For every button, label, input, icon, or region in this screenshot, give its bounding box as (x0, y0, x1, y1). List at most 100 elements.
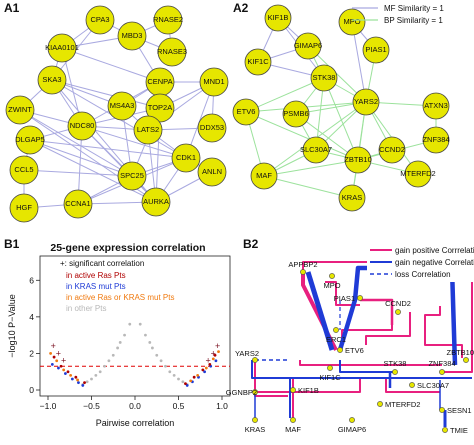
edge-pos (424, 306, 463, 358)
node-circle (117, 21, 147, 51)
panel-b2: B2 (226, 237, 474, 435)
a2-node-znf384: ZNF384 (422, 126, 450, 154)
point-ras (213, 353, 217, 357)
point-sig: + (211, 348, 216, 358)
a1-node-top2a: TOP2A (145, 93, 175, 123)
node-label: DLGAP5 (15, 135, 45, 144)
a1-node-anln: ANLN (197, 157, 227, 187)
node-dot (439, 369, 445, 375)
node-dot (252, 417, 258, 423)
b2-legend: gain positive Corrrelation gain negative… (367, 244, 474, 282)
point-sig: + (215, 341, 220, 351)
point-other (103, 364, 106, 368)
point-either (49, 352, 53, 355)
point-ras (201, 368, 205, 372)
edge-neg (339, 360, 395, 373)
b2-node-znf384: ZNF384 (428, 359, 456, 375)
node-circle (362, 36, 390, 64)
node-label: MAF (256, 171, 272, 180)
node-label: YARS2 (235, 349, 259, 358)
a2-node-mpo: MPO (338, 8, 366, 36)
legend-ras: in active Ras Pts (66, 271, 126, 280)
node-circle (264, 4, 292, 32)
a1-node-mbd3: MBD3 (117, 21, 147, 51)
node-label: MND1 (203, 77, 224, 86)
node-circle (404, 160, 432, 188)
point-either (211, 357, 215, 361)
x-tick-label: 1.0 (216, 401, 228, 411)
chart-title: 25-gene expression correlation (50, 242, 205, 254)
point-ras (74, 375, 78, 379)
a2-node-atxn3: ATXN3 (422, 92, 450, 120)
node-label: PIAS1 (334, 294, 355, 303)
b2-node-yars2: YARS2 (235, 349, 259, 363)
node-label: MS4A3 (110, 101, 135, 110)
node-label: TMIE (450, 426, 468, 435)
node-circle (197, 157, 227, 187)
point-either (217, 350, 220, 353)
node-dot (333, 327, 339, 333)
node-dot (329, 273, 335, 279)
node-circle (67, 111, 97, 141)
node-label: GGNBP2 (226, 388, 257, 397)
a2-edge-bp (245, 77, 325, 113)
node-label: PIAS1 (365, 45, 386, 54)
node-label: KIF1B (298, 386, 319, 395)
node-circle (37, 65, 67, 95)
a2-node-maf: MAF (250, 162, 278, 190)
a2-node-zbtb10: ZBTB10 (344, 146, 372, 174)
node-label: CPA3 (90, 15, 109, 24)
node-circle (422, 126, 450, 154)
a2-node-kif1c: KIF1C (244, 48, 272, 76)
point-kras (214, 359, 218, 363)
panel-b1: B1 25-gene expression correlation +: sig… (4, 237, 231, 428)
legend-other: in other Pts (66, 304, 106, 313)
point-kras (185, 384, 189, 387)
a1-node-ccl5: CCL5 (9, 155, 39, 185)
point-ras (52, 355, 56, 359)
b2-node-pias1: PIAS1 (334, 294, 363, 303)
node-label: CCNA1 (65, 199, 90, 208)
node-circle (145, 93, 175, 123)
edge-pos (442, 262, 473, 373)
b2-node-zbtb10: ZBTB10 (446, 348, 474, 363)
x-axis-label: Pairwise correlation (96, 418, 175, 428)
b2-node-gimap6: GIMAP6 (338, 417, 366, 434)
edge-pos (360, 298, 394, 325)
node-dot (439, 407, 445, 413)
a1-node-dlgap5: DLGAP5 (15, 125, 45, 155)
point-kras (77, 381, 80, 385)
node-dot (377, 401, 383, 407)
point-other (144, 333, 147, 337)
node-label: ETV6 (345, 346, 364, 355)
node-label: KIF1B (268, 13, 289, 22)
node-label: CCND2 (385, 299, 411, 308)
node-label: GIMAP6 (294, 41, 322, 50)
node-label: KRAS (245, 425, 265, 434)
a1-node-rnase3: RNASE3 (157, 37, 187, 67)
node-label: KIF1C (319, 373, 341, 382)
b2-node-erc1: ERC1 (326, 327, 346, 344)
node-label: SLC30A7 (417, 381, 449, 390)
point-kras (50, 363, 54, 366)
a2-node-ccnd2: CCND2 (378, 136, 406, 164)
b2-node-ccnd2: CCND2 (385, 299, 411, 315)
node-label: ZNF384 (422, 135, 449, 144)
a1-edge (81, 125, 187, 159)
point-other (155, 353, 159, 357)
node-label: HGF (16, 203, 32, 212)
node-label: NDC80 (70, 121, 95, 130)
point-either (189, 379, 193, 383)
node-circle (199, 67, 229, 97)
x-tick-label: 0.5 (173, 401, 185, 411)
edge-pos (365, 312, 411, 345)
node-label: SESN1 (447, 406, 472, 415)
node-label: ANLN (202, 167, 222, 176)
point-other (172, 373, 176, 377)
legend-mf-label: MF Similarity = 1 (384, 4, 444, 13)
a1-edge (61, 47, 161, 83)
point-other (107, 359, 111, 363)
node-label: STK38 (384, 359, 407, 368)
point-other (118, 341, 122, 344)
